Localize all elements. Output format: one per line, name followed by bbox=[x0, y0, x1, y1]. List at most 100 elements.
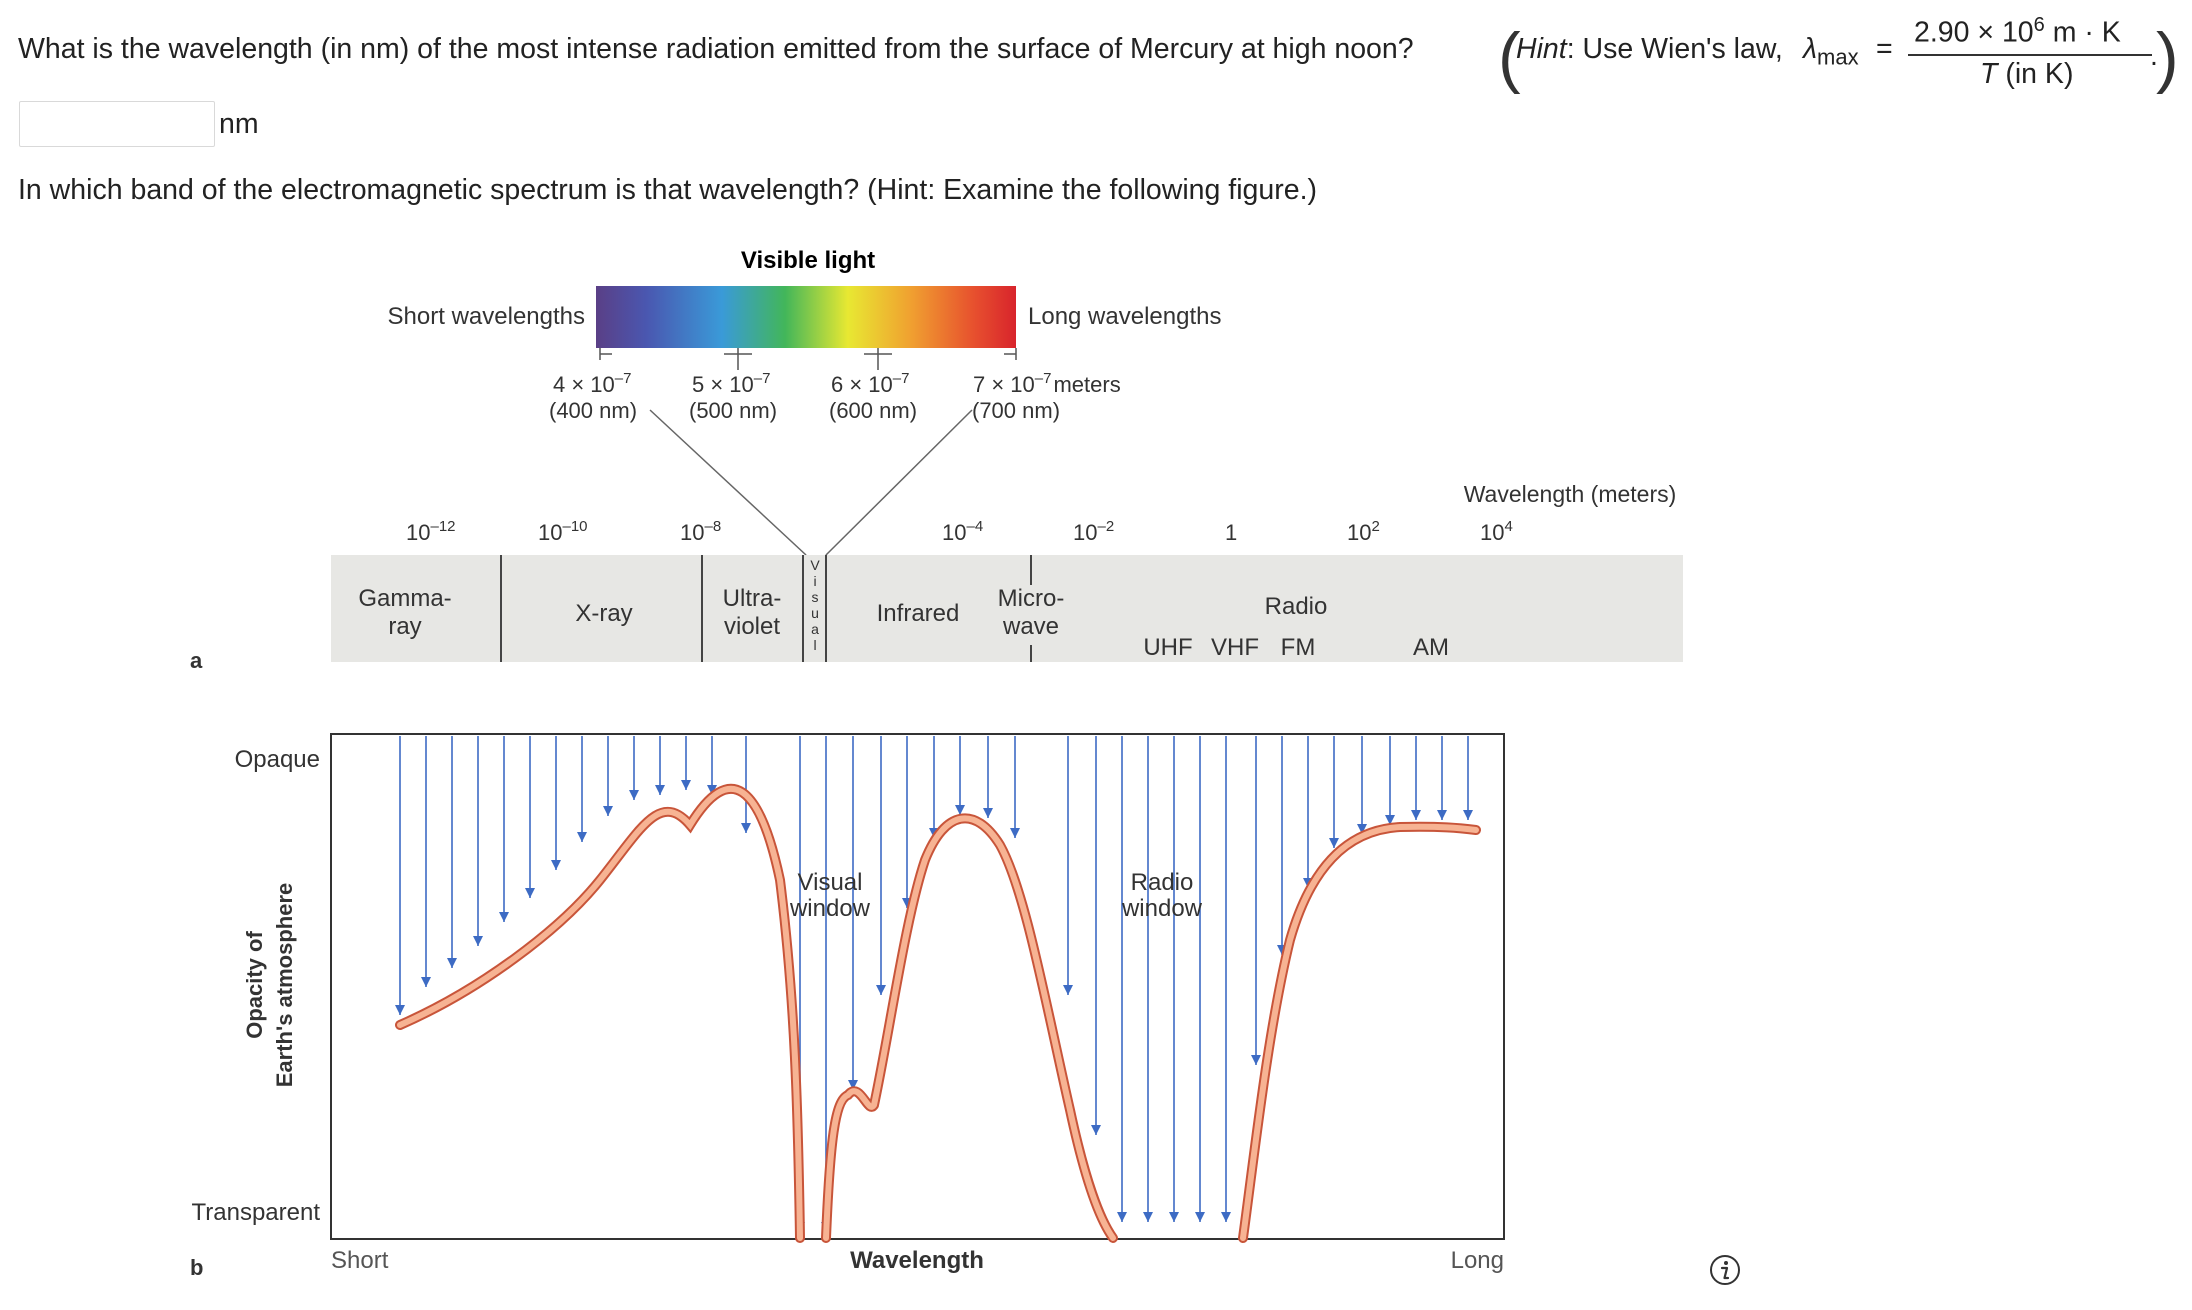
am-label: AM bbox=[1413, 634, 1449, 661]
radio-window-label-1: Radio bbox=[1131, 869, 1194, 896]
arrow-head bbox=[395, 1005, 405, 1015]
tick-700: 7 × 10–7meters bbox=[973, 370, 1121, 397]
arrow-head bbox=[681, 780, 691, 790]
answer-unit: nm bbox=[219, 108, 259, 140]
arrow-head bbox=[707, 785, 717, 795]
gamma-label-1: Gamma- bbox=[358, 585, 451, 612]
arrow-head bbox=[1385, 815, 1395, 825]
gamma-label-2: ray bbox=[388, 613, 421, 640]
svg-text:a: a bbox=[811, 621, 819, 637]
answer-input[interactable] bbox=[19, 101, 215, 147]
arrow-head bbox=[955, 805, 965, 815]
arrow-head bbox=[473, 936, 483, 946]
fm-label: FM bbox=[1281, 634, 1316, 661]
radiation-arrows bbox=[395, 736, 1473, 1232]
arrow-head bbox=[1329, 838, 1339, 848]
svg-text:s: s bbox=[812, 589, 819, 605]
svg-text:V: V bbox=[810, 557, 820, 573]
arrow-head bbox=[499, 912, 509, 922]
arrow-head bbox=[1357, 824, 1367, 834]
close-paren: ) bbox=[2156, 19, 2179, 95]
arrow-head bbox=[1063, 985, 1073, 995]
arrow-head bbox=[983, 808, 993, 818]
x-short-label: Short bbox=[331, 1247, 389, 1274]
svg-text:i: i bbox=[813, 573, 816, 589]
panel-b-label: b bbox=[190, 1255, 203, 1280]
band-dividers bbox=[500, 555, 1032, 662]
tick-700-nm: (700 nm) bbox=[972, 398, 1060, 423]
arrow-head bbox=[741, 823, 751, 833]
x-long-label: Long bbox=[1451, 1247, 1504, 1274]
tick-600: 6 × 10–7 bbox=[831, 370, 909, 397]
arrow-head bbox=[421, 977, 431, 987]
panel-a-label: a bbox=[190, 648, 203, 673]
scale-tick: 10–8 bbox=[680, 518, 721, 545]
visual-window-label-1: Visual bbox=[798, 869, 863, 896]
scale-tick: 102 bbox=[1347, 518, 1380, 545]
opaque-label: Opaque bbox=[235, 746, 320, 773]
arrow-head bbox=[1221, 1212, 1231, 1222]
band-labels: Gamma- ray X-ray Ultra- violet Infrared … bbox=[358, 585, 1449, 661]
spectrum-ticks bbox=[599, 348, 1017, 370]
arrow-head bbox=[1437, 810, 1447, 820]
visible-spectrum-bar bbox=[596, 286, 1016, 348]
vhf-label: VHF bbox=[1211, 634, 1259, 661]
visual-vertical-label: V i s u a l bbox=[810, 557, 820, 653]
arrow-head bbox=[876, 985, 886, 995]
svg-text:u: u bbox=[811, 605, 819, 621]
band-strip bbox=[331, 555, 1683, 662]
info-icon[interactable] bbox=[1708, 1253, 1742, 1287]
radio-label: Radio bbox=[1265, 593, 1328, 620]
tick-500: 5 × 10–7 bbox=[692, 370, 770, 397]
question-text: What is the wavelength (in nm) of the mo… bbox=[18, 33, 1414, 65]
arrow-head bbox=[629, 790, 639, 800]
arrow-head bbox=[551, 860, 561, 870]
wavelength-meters-label: Wavelength (meters) bbox=[1464, 481, 1677, 507]
opacity-curve bbox=[397, 785, 1479, 1241]
tick-600-nm: (600 nm) bbox=[829, 398, 917, 423]
arrow-head bbox=[1195, 1212, 1205, 1222]
arrow-head bbox=[1010, 828, 1020, 838]
xray-label: X-ray bbox=[575, 600, 632, 627]
visible-tick-labels: 4 × 10–7 (400 nm) 5 × 10–7 (500 nm) 6 × … bbox=[549, 370, 1121, 423]
x-wavelength-label: Wavelength bbox=[850, 1247, 984, 1274]
infrared-label: Infrared bbox=[877, 600, 960, 627]
svg-text:Opacity of: Opacity of bbox=[242, 931, 267, 1039]
tick-500-nm: (500 nm) bbox=[689, 398, 777, 423]
scale-tick: 10–12 bbox=[406, 518, 456, 545]
open-paren: ( bbox=[1498, 19, 1521, 95]
uv-label-1: Ultra- bbox=[723, 585, 782, 612]
arrow-head bbox=[447, 958, 457, 968]
y-axis-label: Opacity of Earth's atmosphere bbox=[242, 883, 297, 1088]
formula-denominator: T (in K) bbox=[1980, 58, 2074, 90]
arrow-head bbox=[848, 1080, 858, 1090]
arrow-head bbox=[1091, 1125, 1101, 1135]
lambda-symbol: λmax bbox=[1803, 33, 1859, 70]
arrow-head bbox=[655, 785, 665, 795]
arrow-head bbox=[1463, 810, 1473, 820]
arrow-head bbox=[1251, 1055, 1261, 1065]
short-wavelengths-label: Short wavelengths bbox=[388, 303, 585, 330]
scale-tick: 10–4 bbox=[942, 518, 983, 545]
equals-sign: = bbox=[1876, 33, 1893, 65]
arrow-head bbox=[1117, 1212, 1127, 1222]
radio-window-label-2: window bbox=[1121, 895, 1203, 922]
uhf-label: UHF bbox=[1143, 634, 1192, 661]
svg-text:Earth's atmosphere: Earth's atmosphere bbox=[272, 883, 297, 1088]
arrow-head bbox=[577, 832, 587, 842]
uv-label-2: violet bbox=[724, 613, 780, 640]
microwave-label-1: Micro- bbox=[998, 585, 1065, 612]
tick-400: 4 × 10–7 bbox=[553, 370, 631, 397]
formula-numerator: 2.90 × 106 m · K bbox=[1914, 14, 2121, 49]
fraction-bar bbox=[1908, 54, 2152, 56]
arrow-head bbox=[525, 888, 535, 898]
window-labels: Visual window Radio window bbox=[789, 869, 1203, 922]
arrow-head bbox=[603, 806, 613, 816]
hint-text: Hint: Use Wien's law, bbox=[1516, 33, 1783, 65]
scale-tick: 104 bbox=[1480, 518, 1513, 545]
arrow-head bbox=[1143, 1212, 1153, 1222]
scale-tick: 10–10 bbox=[538, 518, 588, 545]
scale-tick-labels: 10–12 10–10 10–8 10–4 10–2 1 102 104 bbox=[406, 518, 1513, 545]
microwave-label-2: wave bbox=[1002, 613, 1059, 640]
period: . bbox=[2150, 40, 2158, 72]
